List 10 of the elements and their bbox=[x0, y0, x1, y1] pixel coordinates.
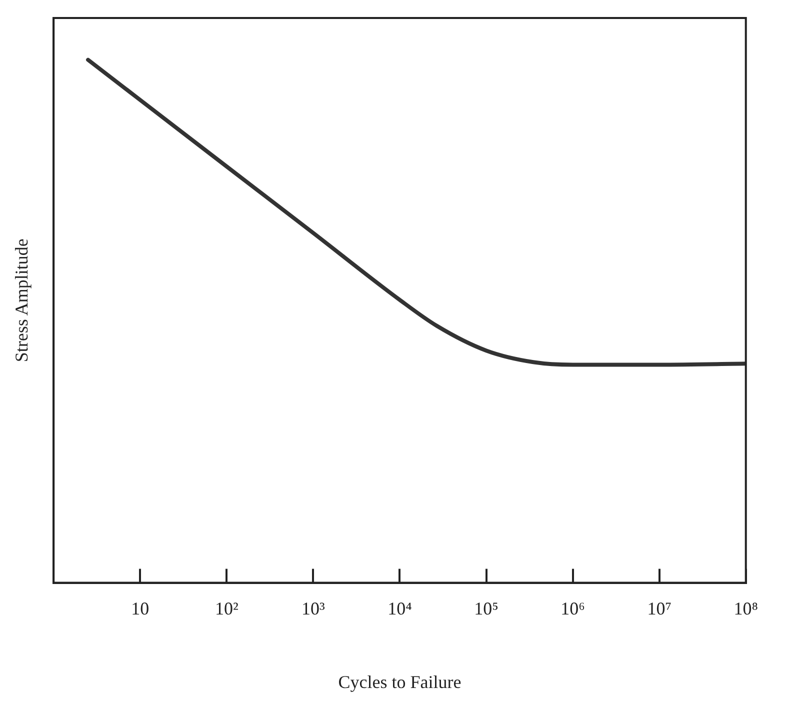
x-tick-label: 10⁸ bbox=[734, 598, 758, 618]
x-axis-title: Cycles to Failure bbox=[338, 672, 462, 692]
x-tick-label: 10³ bbox=[301, 598, 326, 618]
x-tick-label: 10⁵ bbox=[474, 598, 498, 618]
x-tick-label: 10² bbox=[214, 598, 238, 618]
x-tick-label: 10⁷ bbox=[647, 598, 672, 618]
x-tick-label: 10⁶ bbox=[560, 598, 585, 618]
x-tick-label: 10 bbox=[131, 598, 150, 618]
x-tick-label: 10⁴ bbox=[388, 598, 412, 618]
y-axis-title: Stress Amplitude bbox=[12, 238, 32, 362]
